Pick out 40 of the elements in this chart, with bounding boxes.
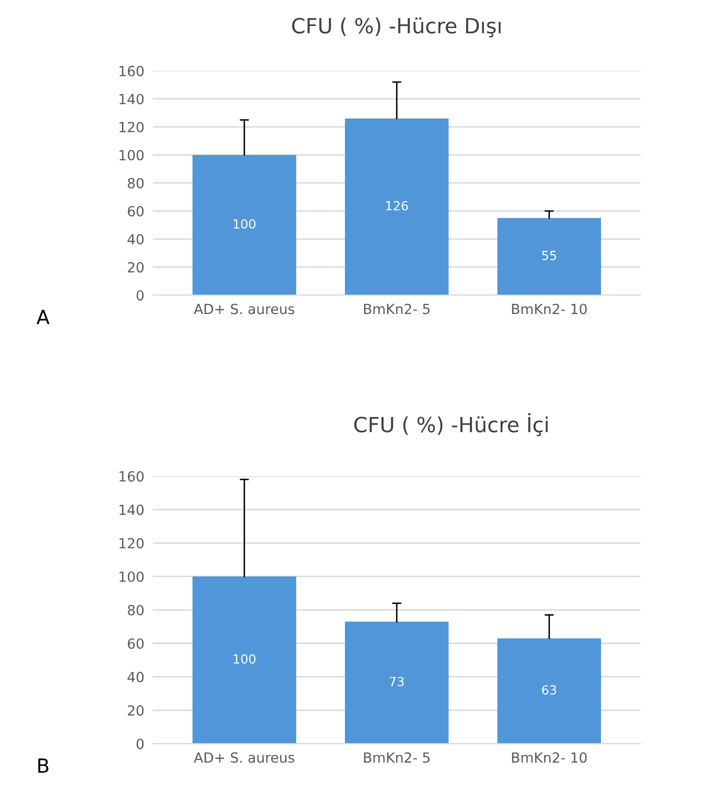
y-tick-label: 80: [128, 604, 144, 616]
y-tick-label: 60: [128, 638, 144, 649]
bar: [344, 622, 449, 744]
y-tick-label: 0: [136, 290, 144, 301]
y-tick-label: 20: [128, 262, 144, 273]
data-label: 100: [234, 219, 256, 229]
bar: [497, 218, 602, 296]
y-tick-label: 140: [120, 504, 144, 516]
y-tick-label: 160: [120, 66, 144, 76]
data-label: 73: [390, 676, 404, 686]
y-tick-label: 120: [120, 538, 144, 549]
bar: [344, 118, 449, 296]
y-tick-label: 100: [120, 150, 144, 160]
x-tick-label: BmKn2- 5: [364, 304, 430, 314]
chart-title: CFU ( %) -Hücre İçi: [354, 413, 548, 436]
data-label: 126: [386, 200, 408, 210]
y-tick-label: 100: [120, 571, 144, 582]
y-tick-label: 40: [128, 672, 144, 682]
data-label: 55: [542, 250, 556, 260]
y-tick-label: 120: [120, 122, 144, 132]
y-tick-label: 60: [128, 206, 144, 216]
y-tick-label: 160: [120, 471, 144, 482]
x-tick-label: AD+ S. aureus: [194, 752, 294, 763]
data-label: 100: [234, 654, 256, 664]
data-label: 63: [542, 685, 556, 695]
y-tick-label: 40: [128, 234, 144, 245]
bar: [192, 154, 296, 296]
x-tick-label: BmKn2- 5: [364, 752, 430, 763]
text: A: [36, 310, 50, 324]
y-tick-label: 0: [136, 738, 144, 750]
chart-title: CFU ( %) -Hücre Dışı: [292, 17, 501, 38]
x-tick-label: BmKn2- 10: [512, 752, 587, 763]
text: B: [38, 758, 48, 773]
y-tick-label: 20: [128, 705, 144, 716]
x-tick-label: AD+ S. aureus: [194, 304, 294, 314]
y-tick-label: 80: [128, 178, 144, 188]
bar: [192, 576, 296, 744]
bar: [497, 638, 602, 744]
y-tick-label: 140: [120, 94, 144, 104]
x-tick-label: BmKn2- 10: [512, 304, 587, 314]
